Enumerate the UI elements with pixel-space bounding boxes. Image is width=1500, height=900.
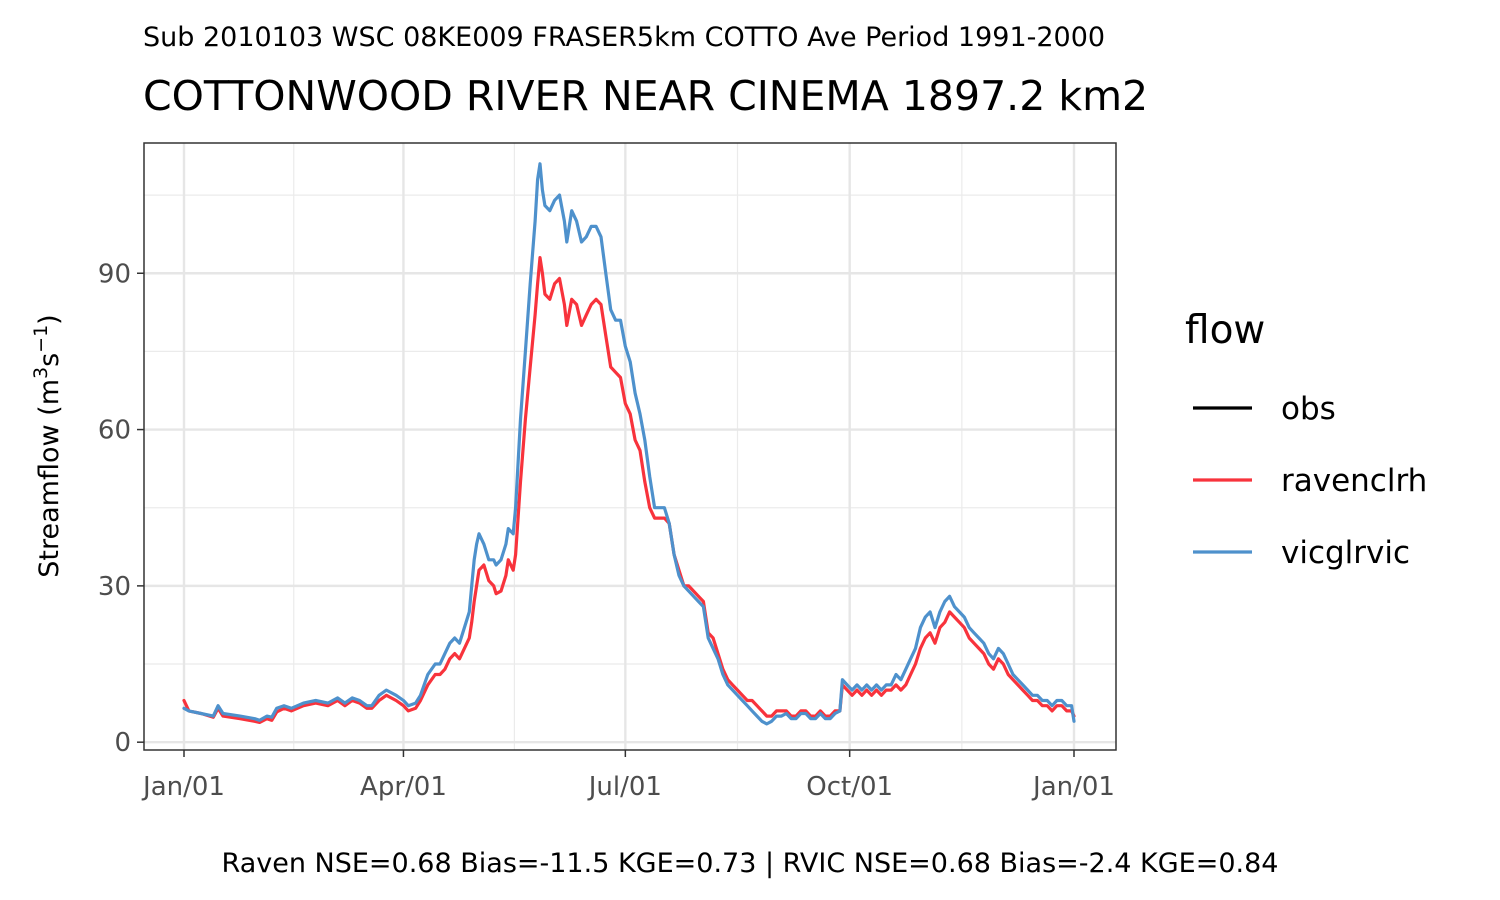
y-label-mid: s bbox=[34, 353, 65, 367]
legend-title: flow bbox=[1185, 308, 1265, 353]
y-label-sup1: 3 bbox=[30, 367, 52, 379]
chart-title: COTTONWOOD RIVER NEAR CINEMA 1897.2 km2 bbox=[143, 72, 1148, 120]
y-tick-label: 0 bbox=[114, 728, 131, 758]
legend-entries: obs ravenclrh vicglrvic bbox=[1193, 391, 1427, 571]
legend-label-ravenclrh: ravenclrh bbox=[1281, 463, 1427, 499]
plot-panel bbox=[144, 143, 1116, 750]
y-tick-label: 90 bbox=[98, 259, 131, 289]
chart-subtitle: Sub 2010103 WSC 08KE009 FRASER5km COTTO … bbox=[143, 22, 1105, 53]
legend-label-obs: obs bbox=[1281, 391, 1336, 427]
series-line-vicglrvic bbox=[182, 162, 1076, 726]
y-label-end: ) bbox=[34, 314, 65, 325]
legend-label-vicglrvic: vicglrvic bbox=[1281, 535, 1410, 571]
x-axis: Jan/01 Apr/01 Jul/01 Oct/01 Jan/01 bbox=[141, 750, 1115, 802]
x-tick-label: Oct/01 bbox=[806, 772, 893, 802]
x-tick-label: Apr/01 bbox=[360, 772, 447, 802]
y-tick-label: 30 bbox=[98, 572, 131, 602]
x-tick-label: Jan/01 bbox=[141, 772, 225, 802]
grid-minor bbox=[144, 143, 1116, 750]
y-axis-label: Streamflow (m3s−1) bbox=[30, 314, 65, 577]
x-tick-label: Jul/01 bbox=[587, 772, 662, 802]
legend: flow obs ravenclrh vicglrvic bbox=[1185, 308, 1427, 571]
y-label-sup2: −1 bbox=[30, 325, 52, 353]
y-label-main: Streamflow (m bbox=[34, 379, 65, 578]
chart-caption: Raven NSE=0.68 Bias=-11.5 KGE=0.73 | RVI… bbox=[222, 848, 1279, 879]
grid-major bbox=[144, 143, 1116, 750]
plot-border bbox=[143, 142, 1117, 751]
series-layer bbox=[182, 162, 1076, 726]
x-tick-label: Jan/01 bbox=[1031, 772, 1115, 802]
y-axis: 0 30 60 90 bbox=[98, 259, 144, 758]
y-tick-label: 60 bbox=[98, 416, 131, 446]
